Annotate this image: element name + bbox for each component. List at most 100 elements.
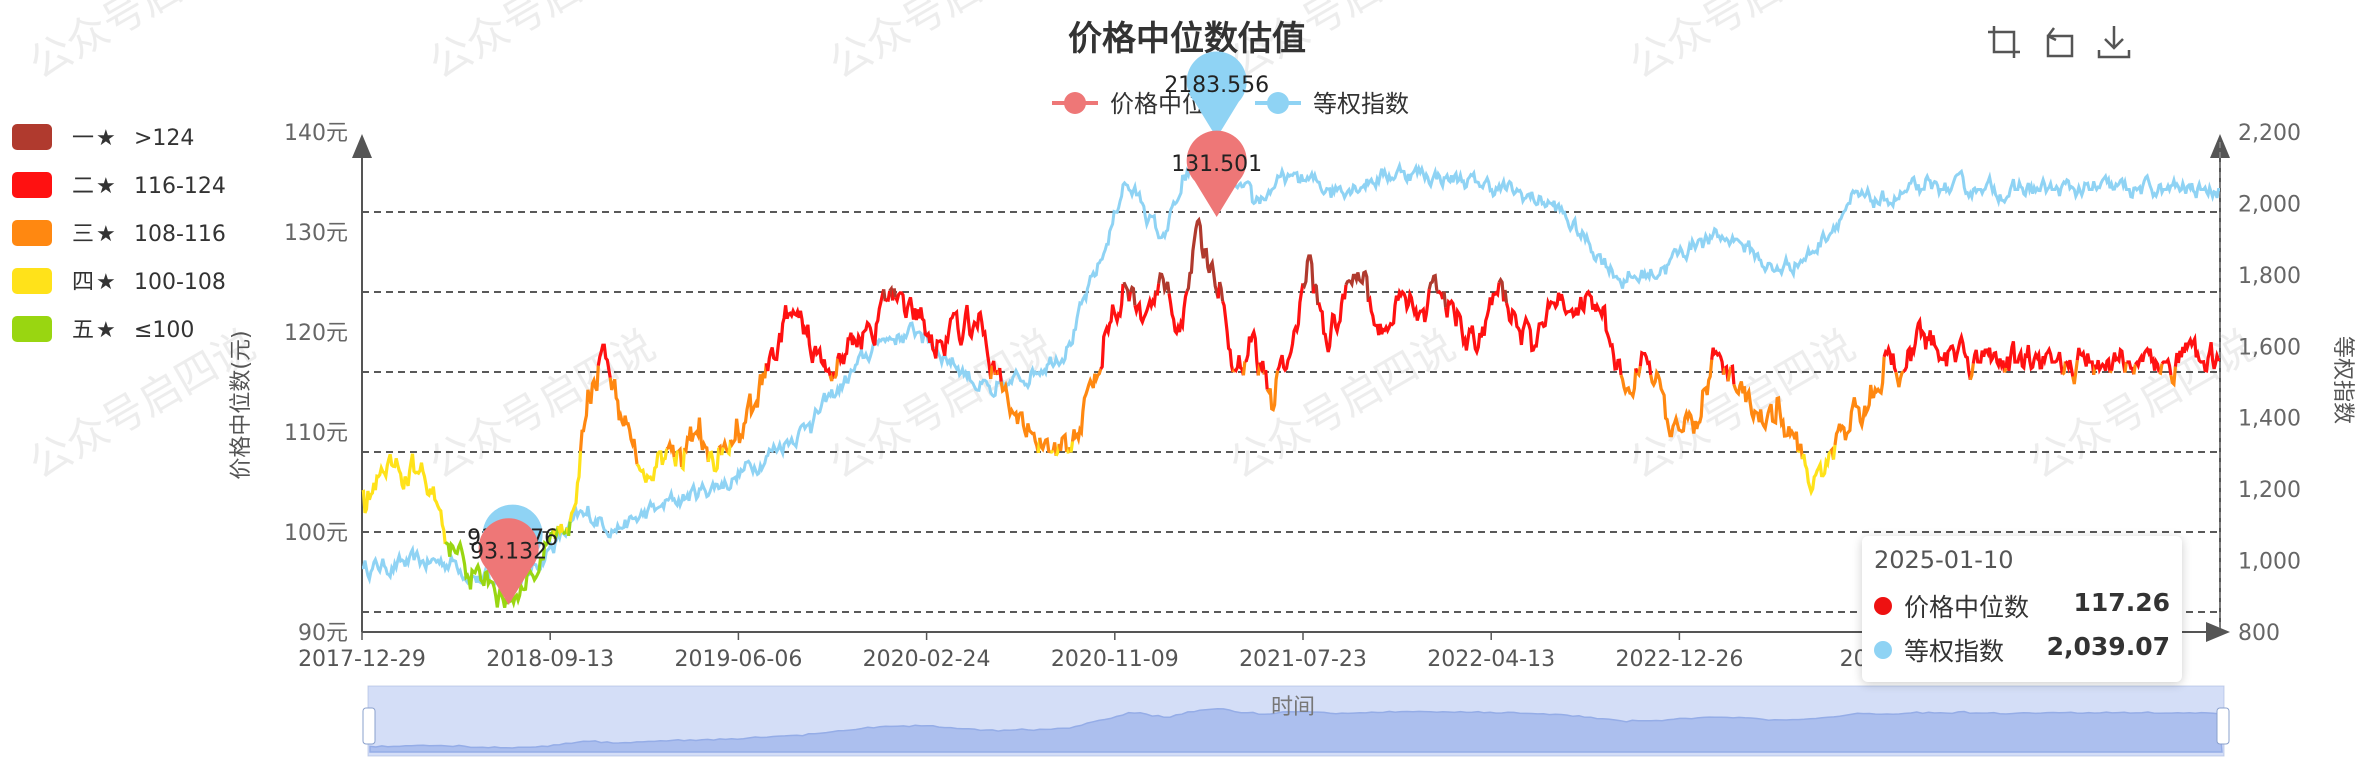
price-median-segment — [2160, 356, 2173, 376]
visual-map-rank: 四 — [72, 270, 94, 295]
price-median-segment — [1732, 380, 1800, 453]
price-median-segment — [1276, 283, 1305, 373]
price-median-segment — [2075, 347, 2096, 375]
price-median-segment — [1122, 281, 1131, 302]
visual-map-range: 100-108 — [134, 270, 226, 295]
y-tick-label: 120元 — [284, 321, 348, 346]
price-median-segment — [578, 365, 600, 452]
visual-map-item[interactable]: 五 ★ ≤100 — [12, 316, 194, 343]
zoom-reset-icon[interactable] — [2040, 22, 2080, 62]
tooltip: 2025-01-10 价格中位数 117.26 等权指数 2,039.07 — [1862, 536, 2182, 682]
tooltip-value: 117.26 — [2073, 588, 2170, 617]
price-median-segment — [1258, 360, 1266, 375]
visual-map-rank: 一 — [72, 126, 94, 151]
price-median-segment — [568, 451, 583, 522]
price-median-segment — [444, 528, 556, 609]
watermark-text: 公众号启四说 — [821, 0, 1064, 89]
price-median-segment — [1070, 368, 1103, 446]
data-zoom-handle-right[interactable] — [2216, 707, 2230, 745]
visual-map-item[interactable]: 一 ★ >124 — [12, 124, 194, 151]
tooltip-row-price-median: 价格中位数 117.26 — [1874, 588, 2170, 624]
tooltip-value: 2,039.07 — [2046, 632, 2170, 661]
data-zoom-handle-left[interactable] — [362, 707, 376, 745]
y-tick-label: 110元 — [284, 421, 348, 446]
mark-point-label: 93.132 — [470, 540, 547, 565]
x-axis-label: 时间 — [1271, 695, 1315, 720]
price-median-segment — [2002, 367, 2008, 373]
price-median-segment — [2158, 363, 2164, 376]
x-tick-label: 2017-12-29 — [298, 647, 426, 672]
visual-map-item[interactable]: 二 ★ 116-124 — [12, 172, 226, 199]
price-median-segment — [833, 358, 840, 380]
price-median-segment — [1504, 289, 1623, 376]
price-median-segment — [1221, 300, 1235, 373]
price-median-segment — [1636, 365, 1642, 379]
series-price-median — [361, 216, 2221, 609]
star-icon: ★ — [96, 174, 116, 199]
visual-map-swatch — [12, 220, 52, 246]
price-median-segment — [1167, 290, 1189, 337]
data-zoom-window[interactable] — [368, 686, 2224, 756]
watermark-text: 公众号启四说 — [1621, 0, 1864, 89]
y-tick-label: 1,400 — [2238, 407, 2301, 432]
price-median-segment — [836, 288, 886, 367]
watermark-text: 公众号启四说 — [421, 320, 664, 488]
watermark-text: 公众号启四说 — [2021, 320, 2264, 488]
visual-map-swatch — [12, 268, 52, 294]
price-median-segment — [1638, 350, 1653, 376]
mark-point-price-max: 131.501 — [1171, 130, 1262, 217]
price-median-segment — [1831, 444, 1837, 460]
series-dot — [1874, 597, 1892, 615]
tooltip-date: 2025-01-10 — [1874, 546, 2014, 574]
price-median-segment — [1185, 216, 1220, 299]
price-median-segment — [1427, 273, 1440, 295]
data-zoom-slider[interactable]: 时间 — [362, 685, 2230, 757]
map-pin-icon — [1186, 51, 1247, 138]
tooltip-row-equal-weight: 等权指数 2,039.07 — [1874, 632, 2170, 668]
map-pin-icon — [1186, 130, 1247, 217]
price-median-segment — [2169, 366, 2177, 388]
y-axis-left: 90元 100元 110元 120元 130元 140元 — [284, 121, 372, 646]
price-median-segment — [2061, 361, 2067, 376]
price-median-segment — [1833, 356, 1886, 446]
price-median-segment — [720, 447, 725, 456]
price-median-segment — [1882, 343, 1898, 373]
download-icon[interactable] — [2094, 22, 2134, 62]
price-median-segment — [361, 453, 447, 545]
y-tick-label: 1,600 — [2238, 335, 2301, 360]
x-tick-label: 2020-11-09 — [1051, 647, 1179, 672]
visual-map-rank: 五 — [72, 318, 94, 343]
visual-map-item[interactable]: 三 ★ 108-116 — [12, 220, 226, 247]
y-tick-label: 130元 — [284, 221, 348, 246]
price-median-segment — [1155, 283, 1161, 296]
price-median-segment — [1721, 367, 1727, 376]
price-median-segment — [677, 445, 684, 468]
price-median-segment — [1800, 450, 1832, 497]
price-median-segment — [884, 290, 892, 303]
y-tick-label: 2,200 — [2238, 121, 2301, 146]
x-tick-label: 2021-07-23 — [1239, 647, 1367, 672]
x-tick-label: 2020-02-24 — [863, 647, 991, 672]
price-median-segment — [2004, 340, 2064, 375]
zoom-select-icon[interactable] — [1984, 22, 2024, 62]
price-median-segment — [892, 288, 898, 298]
star-icon: ★ — [96, 318, 116, 343]
price-median-segment — [1968, 363, 1975, 381]
visual-map-item[interactable]: 四 ★ 100-108 — [12, 268, 226, 295]
axis-arrow-icon — [2206, 622, 2230, 642]
legend-item-equal-weight[interactable]: 等权指数 — [1255, 90, 1409, 118]
price-median-segment — [882, 289, 887, 302]
x-axis: 2017-12-29 2018-09-13 2019-06-06 2020-02-24… — [298, 622, 2230, 672]
visual-map-range: 108-116 — [134, 222, 226, 247]
x-tick-label: 2018-09-13 — [486, 647, 614, 672]
price-median-segment — [999, 380, 1040, 454]
price-median-segment — [1442, 291, 1448, 308]
y-axis-right-label: 等权指数 — [2330, 336, 2355, 424]
visual-map-range: ≤100 — [134, 318, 194, 343]
y-axis-left-label: 价格中位数(元) — [229, 330, 254, 479]
price-median-segment — [556, 523, 565, 537]
y-tick-label: 90元 — [298, 621, 348, 646]
visual-map-rank: 三 — [72, 222, 94, 247]
